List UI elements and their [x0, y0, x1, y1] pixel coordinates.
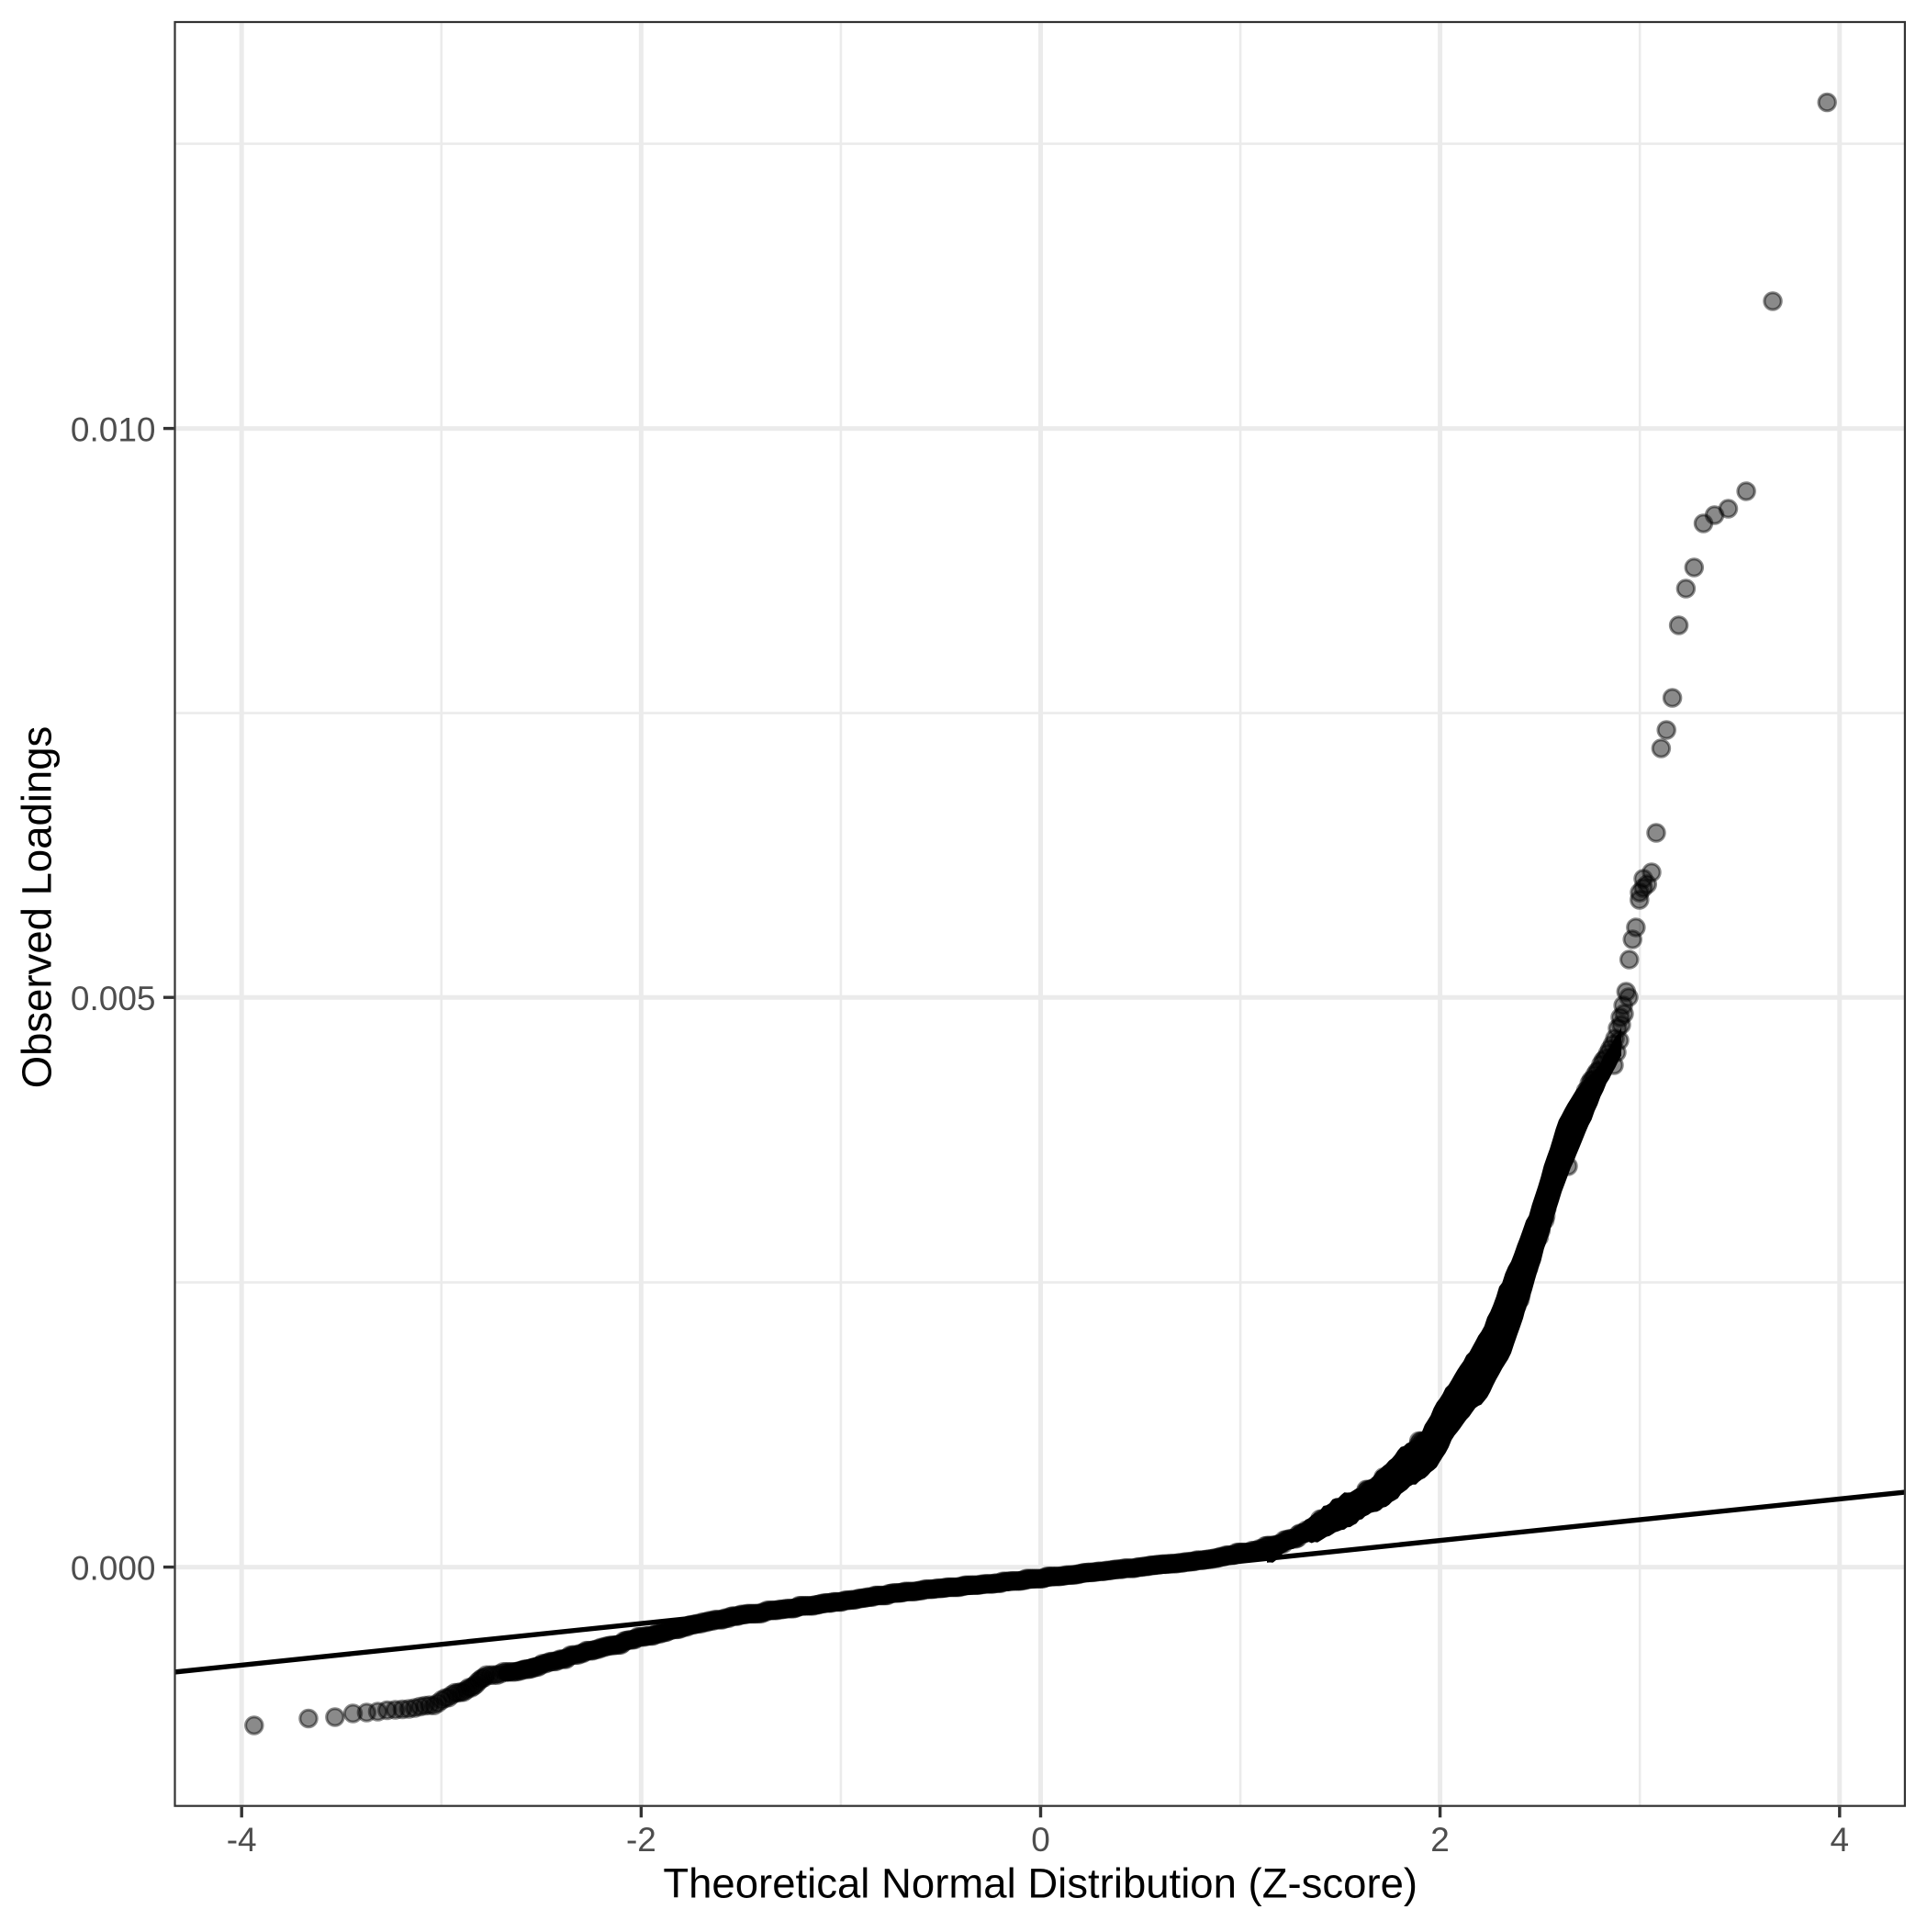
svg-text:-4: -4 — [227, 1821, 257, 1859]
svg-text:0.005: 0.005 — [71, 980, 156, 1017]
svg-text:0.000: 0.000 — [71, 1549, 156, 1587]
svg-text:-2: -2 — [626, 1821, 656, 1859]
svg-text:4: 4 — [1831, 1821, 1850, 1859]
svg-text:0.010: 0.010 — [71, 410, 156, 448]
svg-text:Theoretical Normal Distributio: Theoretical Normal Distribution (Z-score… — [663, 1860, 1417, 1907]
svg-text:2: 2 — [1430, 1821, 1450, 1859]
svg-text:0: 0 — [1031, 1821, 1050, 1859]
svg-text:Observed Loadings: Observed Loadings — [13, 726, 60, 1089]
